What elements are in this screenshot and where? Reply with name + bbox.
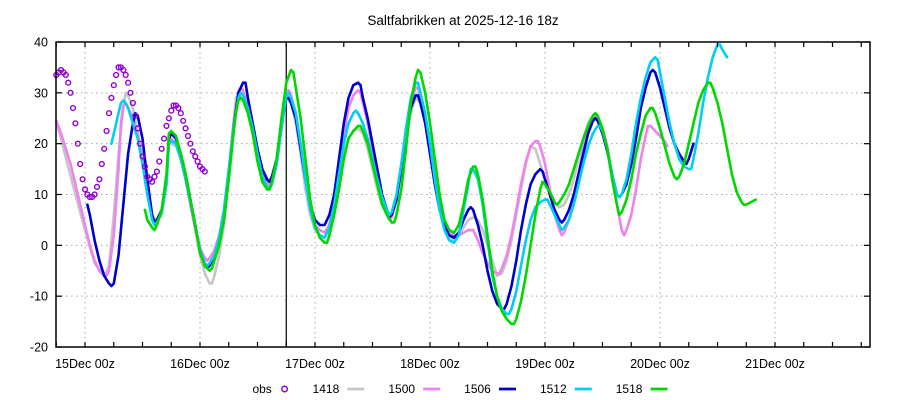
obs-marker — [120, 66, 127, 74]
obs-marker — [74, 140, 81, 147]
obs-marker — [134, 125, 141, 132]
chart-title: Saltfabrikken at 2025-12-16 18z — [367, 13, 559, 28]
obs-marker — [170, 102, 177, 109]
chart-legend: obs 1418 1500 1506 1512 1518 — [252, 382, 668, 396]
obs-marker — [187, 140, 194, 147]
obs-marker — [86, 193, 93, 201]
obs-marker — [77, 160, 84, 168]
obs-marker — [129, 99, 137, 107]
legend-label: obs — [252, 382, 271, 396]
obs-marker — [192, 153, 199, 160]
y-tick-label: -20 — [30, 341, 48, 355]
x-tick-label: 17Dec 00z — [285, 357, 345, 371]
legend-label: 1500 — [388, 382, 415, 396]
x-tick-label: 18Dec 00z — [400, 357, 460, 371]
obs-marker — [184, 132, 192, 140]
x-tick-label: 15Dec 00z — [55, 357, 115, 371]
obs-marker — [69, 104, 77, 112]
legend-item-1506: 1506 — [464, 382, 516, 396]
obs-marker — [67, 89, 74, 96]
obs-marker — [163, 122, 170, 130]
obs-marker — [158, 145, 165, 152]
series-line-1418 — [55, 91, 592, 285]
obs-marker — [81, 186, 89, 193]
grid-lines — [56, 42, 870, 347]
obs-marker — [98, 160, 105, 168]
y-tick-label: 30 — [34, 86, 48, 100]
plot-border — [55, 41, 871, 348]
obs-marker — [108, 94, 115, 102]
legend-item-1512: 1512 — [540, 382, 592, 396]
obs-marker — [112, 71, 120, 79]
obs-marker — [79, 176, 86, 183]
obs-marker — [62, 71, 69, 79]
obs-marker — [103, 127, 110, 135]
obs-marker — [72, 120, 79, 127]
legend-label: 1512 — [540, 382, 567, 396]
axis-labels: -20 -10 0 10 20 30 40 15Dec 00z 16Dec 00z 17Dec 0… — [30, 36, 805, 372]
y-tick-label: 20 — [34, 137, 48, 151]
legend-item-1418: 1418 — [313, 382, 365, 396]
obs-marker — [110, 82, 117, 89]
x-tick-label: 20Dec 00z — [630, 357, 690, 371]
obs-marker — [194, 158, 201, 165]
plot-frame — [55, 41, 871, 348]
obs-marker — [161, 135, 168, 142]
obs-marker — [182, 125, 189, 132]
obs-marker — [139, 153, 146, 160]
x-tick-label: 16Dec 00z — [170, 357, 230, 371]
obs-marker — [115, 64, 122, 71]
obs-marker — [168, 107, 175, 114]
legend-label: 1506 — [464, 382, 491, 396]
obs-marker — [189, 148, 196, 155]
legend-item-obs: obs — [252, 382, 289, 396]
legend-label: 1418 — [313, 382, 340, 396]
obs-marker — [105, 110, 113, 117]
obs-marker — [91, 191, 98, 198]
obs-marker — [127, 89, 134, 96]
y-tick-label: 0 — [41, 239, 48, 253]
legend-item-1500: 1500 — [388, 382, 441, 396]
obs-marker — [153, 168, 161, 175]
obs-marker — [65, 79, 72, 86]
obs-marker — [93, 183, 101, 191]
legend-label: 1518 — [616, 382, 643, 396]
obs-marker — [201, 168, 208, 175]
obs-marker — [96, 176, 103, 183]
obs-marker — [165, 115, 173, 122]
obs-marker — [141, 163, 149, 170]
obs-marker — [149, 178, 156, 185]
obs-marker — [137, 140, 144, 147]
obs-marker — [132, 112, 139, 119]
series-line-1512 — [110, 43, 729, 316]
obs-markers — [53, 64, 208, 201]
obs-marker — [156, 158, 163, 165]
obs-marker — [180, 117, 187, 124]
obs-marker — [101, 145, 108, 152]
y-tick-label: -10 — [30, 290, 48, 304]
x-tick-label: 19Dec 00z — [515, 357, 575, 371]
legend-obs-marker-icon — [281, 385, 289, 393]
y-tick-label: 40 — [34, 36, 48, 50]
series-line-1518 — [143, 68, 758, 326]
obs-marker — [122, 71, 129, 79]
obs-marker — [175, 104, 182, 112]
y-tick-label: 10 — [34, 188, 48, 202]
x-tick-label: 21Dec 00z — [745, 357, 805, 371]
series-lines — [53, 43, 758, 326]
obs-marker — [151, 173, 158, 180]
obs-marker — [125, 79, 132, 86]
obs-marker — [177, 110, 184, 117]
legend-item-1518: 1518 — [616, 382, 668, 396]
